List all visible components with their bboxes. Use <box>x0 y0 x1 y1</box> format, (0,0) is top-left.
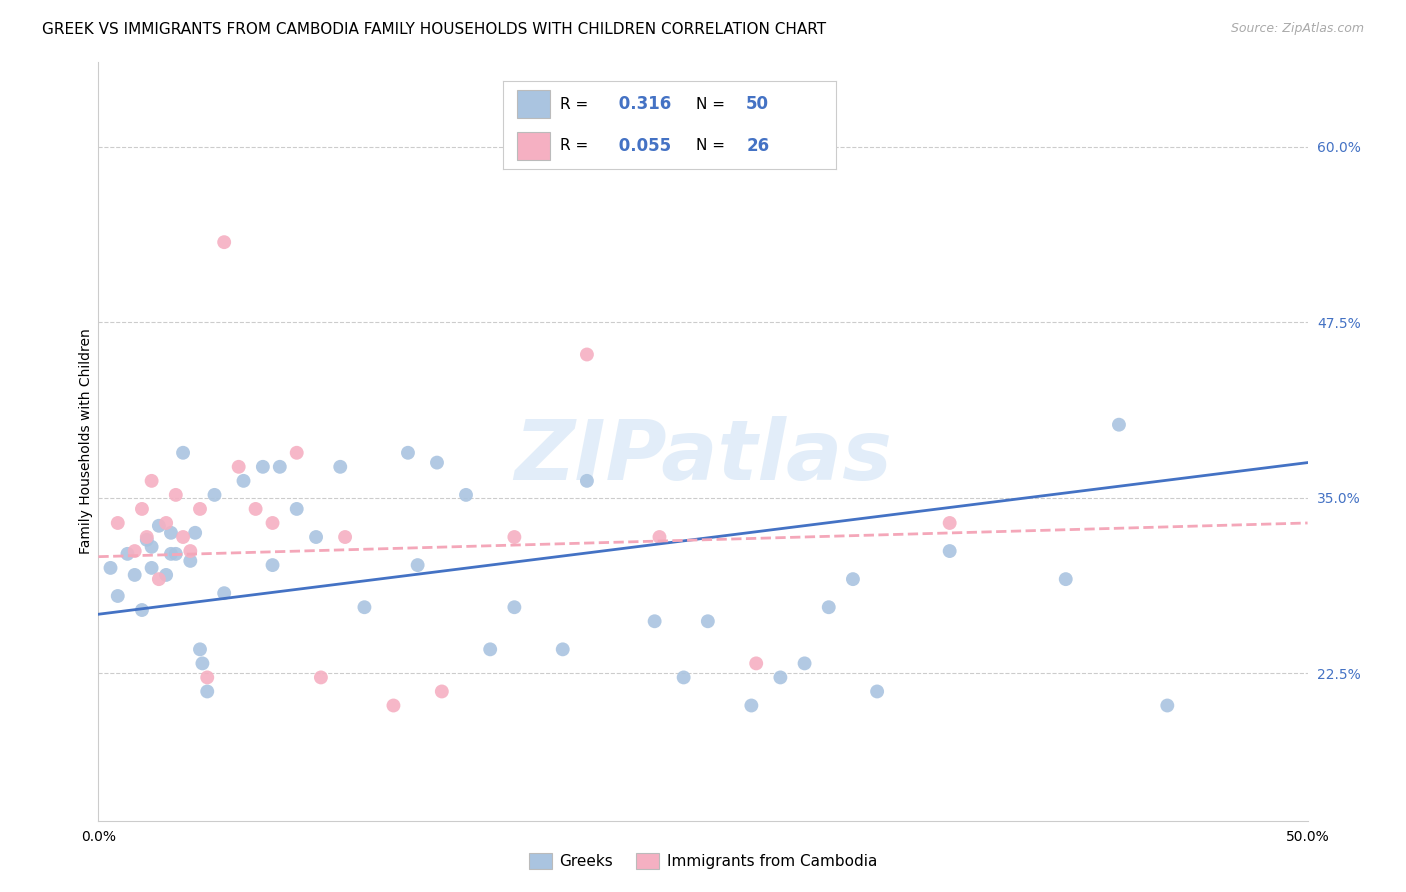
Point <box>204 488 226 502</box>
Point <box>179 554 201 568</box>
Point <box>396 446 419 460</box>
Point <box>745 657 768 671</box>
Point <box>551 642 574 657</box>
Point <box>124 544 146 558</box>
Point <box>195 670 218 684</box>
Point <box>195 684 218 698</box>
Point <box>575 474 598 488</box>
Point <box>172 530 194 544</box>
Point <box>135 533 157 547</box>
Point <box>212 586 235 600</box>
Text: GREEK VS IMMIGRANTS FROM CAMBODIA FAMILY HOUSEHOLDS WITH CHILDREN CORRELATION CH: GREEK VS IMMIGRANTS FROM CAMBODIA FAMILY… <box>42 22 827 37</box>
Point <box>938 516 960 530</box>
Point <box>406 558 429 573</box>
Y-axis label: Family Households with Children: Family Households with Children <box>79 328 93 555</box>
Point <box>329 459 352 474</box>
Point <box>353 600 375 615</box>
Point <box>262 516 284 530</box>
Point <box>155 516 177 530</box>
Point <box>648 530 671 544</box>
Point <box>117 547 139 561</box>
Point <box>503 600 526 615</box>
Point <box>430 684 453 698</box>
Point <box>262 558 284 573</box>
Point <box>245 502 267 516</box>
Point <box>179 544 201 558</box>
Point <box>141 540 163 554</box>
Point <box>309 670 332 684</box>
Point <box>644 614 666 628</box>
Point <box>107 516 129 530</box>
Legend: Greeks, Immigrants from Cambodia: Greeks, Immigrants from Cambodia <box>523 847 883 875</box>
Point <box>285 502 308 516</box>
Point <box>232 474 254 488</box>
Point <box>696 614 718 628</box>
Point <box>1054 572 1077 586</box>
Point <box>165 547 187 561</box>
Text: ZIPatlas: ZIPatlas <box>515 417 891 497</box>
Point <box>184 525 207 540</box>
Point <box>252 459 274 474</box>
Point <box>269 459 291 474</box>
Point <box>131 603 153 617</box>
Point <box>1108 417 1130 432</box>
Point <box>285 446 308 460</box>
Point <box>228 459 250 474</box>
Point <box>454 488 477 502</box>
Point <box>135 530 157 544</box>
Point <box>769 670 792 684</box>
Point <box>172 446 194 460</box>
Point <box>148 518 170 533</box>
Point <box>672 670 695 684</box>
Point <box>124 568 146 582</box>
Point <box>191 657 214 671</box>
Point <box>141 474 163 488</box>
Point <box>155 568 177 582</box>
Point <box>938 544 960 558</box>
Point <box>212 235 235 249</box>
Point <box>866 684 889 698</box>
Point <box>131 502 153 516</box>
Text: Source: ZipAtlas.com: Source: ZipAtlas.com <box>1230 22 1364 36</box>
Point <box>188 642 211 657</box>
Point <box>1156 698 1178 713</box>
Point <box>426 456 449 470</box>
Point <box>842 572 865 586</box>
Point <box>148 572 170 586</box>
Point <box>740 698 762 713</box>
Point <box>165 488 187 502</box>
Point <box>793 657 815 671</box>
Point <box>188 502 211 516</box>
Point <box>333 530 356 544</box>
Point <box>160 525 183 540</box>
Point <box>479 642 502 657</box>
Point <box>160 547 183 561</box>
Point <box>817 600 839 615</box>
Point <box>305 530 328 544</box>
Point <box>141 561 163 575</box>
Point <box>503 530 526 544</box>
Point <box>100 561 122 575</box>
Point <box>107 589 129 603</box>
Point <box>575 347 598 361</box>
Point <box>382 698 405 713</box>
